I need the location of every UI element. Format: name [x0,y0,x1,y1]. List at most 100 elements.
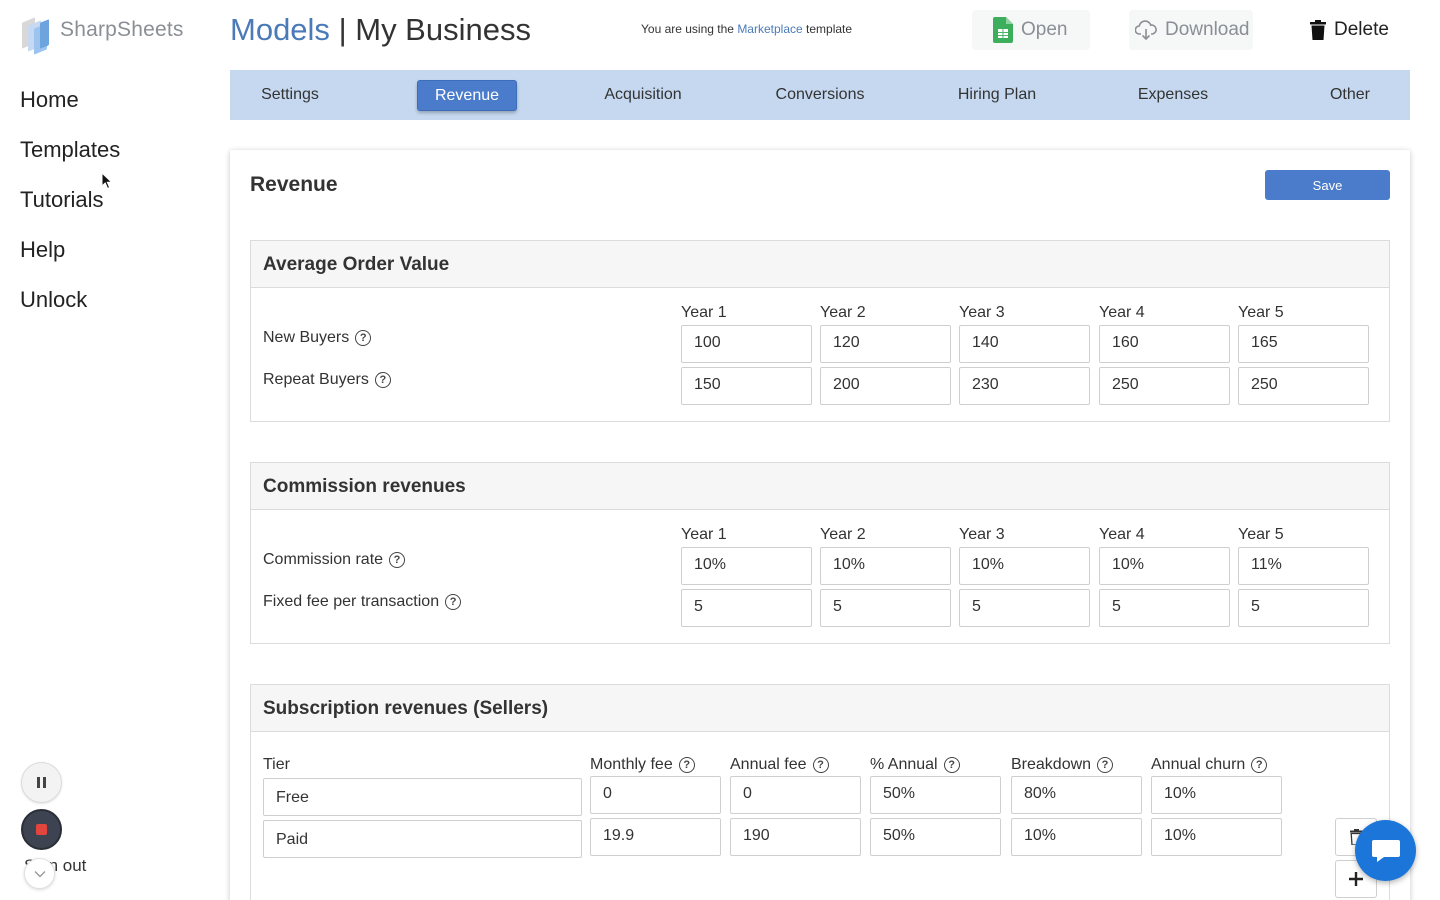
tab-hiring-plan[interactable]: Hiring Plan [957,86,1037,103]
year-header: Year 1 [681,526,727,543]
stop-recording-button[interactable] [21,809,62,850]
sidebar-item-home[interactable]: Home [20,87,79,112]
tab-conversions[interactable]: Conversions [775,86,865,103]
sidebar-item-templates[interactable]: Templates [20,137,121,162]
section-title: Commission revenues [251,463,1389,510]
row-label-new-buyers: New Buyers ? [263,329,372,347]
pause-recording-button[interactable] [21,762,62,803]
annual-churn-input[interactable]: 10% [1151,776,1282,814]
year-header: Year 5 [1238,526,1284,543]
panel-title: Revenue [250,173,338,196]
collapse-chevron-button[interactable] [24,858,55,889]
question-circle-icon[interactable]: ? [374,372,391,388]
sidebar-nav: Home Templates Tutorials Help Unlock [20,84,120,334]
annual-churn-input[interactable]: 10% [1151,818,1282,856]
template-link[interactable]: Marketplace [737,22,803,36]
template-note-suffix: template [806,22,853,36]
repeat-buyers-year-1-input[interactable]: 150 [681,367,812,405]
download-label: Download [1165,19,1250,40]
repeat-buyers-year-3-input[interactable]: 230 [959,367,1090,405]
plus-icon [1349,872,1363,886]
year-header: Year 3 [959,304,1005,321]
question-circle-icon[interactable]: ? [389,552,406,568]
sidebar-item-tutorials[interactable]: Tutorials [20,187,104,212]
question-circle-icon[interactable]: ? [445,594,462,610]
trash-icon [1349,829,1363,845]
column-header-text: % Annual [870,756,938,773]
sidebar-item-unlock[interactable]: Unlock [20,287,88,312]
save-button[interactable]: Save [1265,170,1390,200]
monthly-fee-input[interactable]: 19.9 [590,818,721,856]
tab-settings[interactable]: Settings [261,86,319,103]
brand-name: SharpSheets [60,18,184,41]
commission-rate-year-5-input[interactable]: 11% [1238,547,1369,585]
spreadsheet-icon [993,17,1013,43]
open-label: Open [1021,19,1068,40]
column-header-tier: Tier [263,756,290,773]
tab-revenue[interactable]: Revenue [417,80,517,111]
fixed-fee-year-2-input[interactable]: 5 [820,589,951,627]
commission-rate-year-3-input[interactable]: 10% [959,547,1090,585]
question-circle-icon[interactable]: ? [355,330,372,346]
year-header: Year 4 [1099,304,1145,321]
fixed-fee-year-4-input[interactable]: 5 [1099,589,1230,627]
open-button[interactable]: Open [972,10,1090,50]
repeat-buyers-year-2-input[interactable]: 200 [820,367,951,405]
tab-acquisition[interactable]: Acquisition [604,86,682,103]
revenue-panel: Revenue Save Average Order Value Year 1 … [230,150,1410,900]
section-title: Subscription revenues (Sellers) [251,685,1389,732]
breakdown-input[interactable]: 10% [1011,818,1142,856]
brand-logo[interactable]: SharpSheets [20,12,184,55]
annual-fee-input[interactable]: 0 [730,776,861,814]
new-buyers-year-1-input[interactable]: 100 [681,325,812,363]
column-header-annual-churn: Annual churn ? [1151,756,1268,774]
column-header-annual-fee: Annual fee ? [730,756,829,774]
question-circle-icon[interactable]: ? [1251,757,1268,773]
download-button[interactable]: Download [1129,10,1253,50]
tier-name-input[interactable]: Paid [263,820,582,858]
new-buyers-year-3-input[interactable]: 140 [959,325,1090,363]
tab-other[interactable]: Other [1329,86,1370,103]
commission-rate-year-4-input[interactable]: 10% [1099,547,1230,585]
chat-widget-button[interactable] [1355,820,1416,881]
column-header-breakdown: Breakdown ? [1011,756,1114,774]
new-buyers-year-5-input[interactable]: 165 [1238,325,1369,363]
new-buyers-year-4-input[interactable]: 160 [1099,325,1230,363]
row-label-text: Repeat Buyers [263,371,369,388]
sidebar-item-help[interactable]: Help [20,237,66,262]
question-circle-icon[interactable]: ? [943,757,960,773]
fixed-fee-year-1-input[interactable]: 5 [681,589,812,627]
column-header-text: Annual churn [1151,756,1246,773]
question-circle-icon[interactable]: ? [678,757,695,773]
annual-fee-input[interactable]: 190 [730,818,861,856]
new-buyers-year-2-input[interactable]: 120 [820,325,951,363]
tab-expenses[interactable]: Expenses [1137,86,1209,103]
commission-rate-year-2-input[interactable]: 10% [820,547,951,585]
models-breadcrumb-link[interactable]: Models [230,12,330,47]
year-header: Year 1 [681,304,727,321]
commission-rate-year-1-input[interactable]: 10% [681,547,812,585]
year-header: Year 2 [820,304,866,321]
breakdown-input[interactable]: 80% [1011,776,1142,814]
year-header: Year 5 [1238,304,1284,321]
year-header: Year 4 [1099,526,1145,543]
row-label-fixed-fee: Fixed fee per transaction ? [263,593,462,611]
logo-icon [20,12,54,55]
column-header-text: Breakdown [1011,756,1092,773]
tier-name-input[interactable]: Free [263,778,582,816]
subscription-revenues-section: Subscription revenues (Sellers) Tier Mon… [250,684,1390,900]
repeat-buyers-year-5-input[interactable]: 250 [1238,367,1369,405]
fixed-fee-year-3-input[interactable]: 5 [959,589,1090,627]
monthly-fee-input[interactable]: 0 [590,776,721,814]
pct-annual-input[interactable]: 50% [870,818,1001,856]
delete-button[interactable]: Delete [1310,10,1389,50]
column-header-text: Monthly fee [590,756,673,773]
template-note: You are using the Marketplace template [641,22,852,36]
title-separator: | [338,12,347,47]
question-circle-icon[interactable]: ? [1097,757,1114,773]
question-circle-icon[interactable]: ? [812,757,829,773]
column-header-text: Annual fee [730,756,807,773]
fixed-fee-year-5-input[interactable]: 5 [1238,589,1369,627]
pct-annual-input[interactable]: 50% [870,776,1001,814]
repeat-buyers-year-4-input[interactable]: 250 [1099,367,1230,405]
